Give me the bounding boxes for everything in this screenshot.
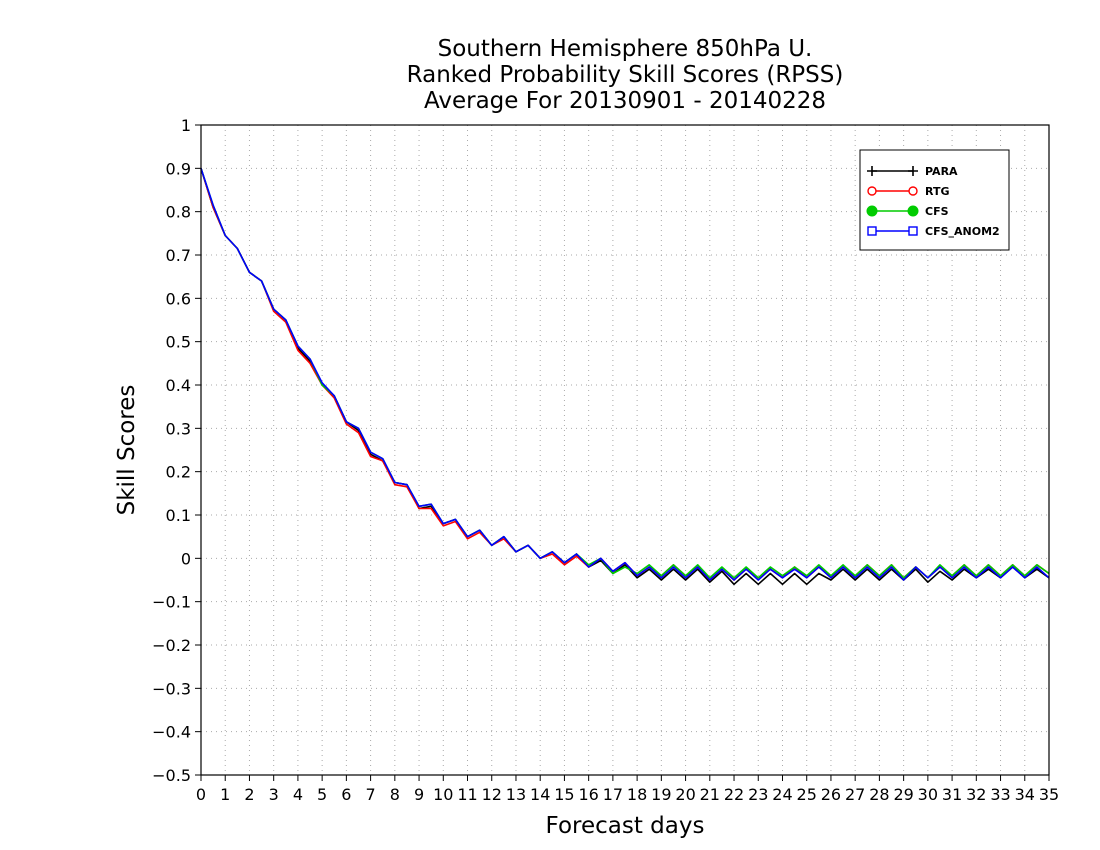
x-tick-label: 25: [797, 785, 817, 804]
x-tick-label: 24: [772, 785, 792, 804]
x-tick-label: 11: [457, 785, 477, 804]
chart-title-line-2: Ranked Probability Skill Scores (RPSS): [406, 62, 844, 88]
legend-marker-cfs-anom2: [908, 226, 918, 236]
y-tick-label: −0.2: [152, 636, 191, 655]
x-tick-label: 4: [293, 785, 303, 804]
x-tick-label: 6: [341, 785, 351, 804]
y-tick-label: 0.7: [166, 246, 191, 265]
x-tick-label: 3: [269, 785, 279, 804]
x-tick-label: 19: [651, 785, 671, 804]
x-tick-label: 29: [893, 785, 913, 804]
y-tick-label: 0.6: [166, 289, 191, 308]
x-tick-label: 1: [220, 785, 230, 804]
x-tick-label: 5: [317, 785, 327, 804]
x-tick-label: 0: [196, 785, 206, 804]
x-tick-label: 27: [845, 785, 865, 804]
y-tick-label: 1: [181, 116, 191, 135]
x-tick-label: 33: [990, 785, 1010, 804]
y-tick-label: 0.9: [166, 159, 191, 178]
x-tick-label: 30: [918, 785, 938, 804]
x-tick-label: 31: [942, 785, 962, 804]
legend-marker-para: [908, 166, 918, 176]
x-tick-label: 23: [748, 785, 768, 804]
legend-marker-rtg: [908, 186, 918, 196]
x-tick-label: 22: [724, 785, 744, 804]
x-tick-label: 12: [482, 785, 502, 804]
legend-marker-cfs: [866, 205, 878, 217]
y-tick-label: −0.3: [152, 679, 191, 698]
legend-label-para: PARA: [925, 165, 958, 178]
x-tick-label: 14: [530, 785, 550, 804]
legend-marker-cfs-anom2: [867, 226, 877, 236]
y-tick-label: −0.1: [152, 593, 191, 612]
legend-label-cfs-anom2: CFS_ANOM2: [925, 225, 1000, 238]
chart-title-line-3: Average For 20130901 - 20140228: [423, 88, 827, 114]
legend-marker-rtg: [867, 186, 877, 196]
x-tick-label: 18: [627, 785, 647, 804]
x-tick-label: 13: [506, 785, 526, 804]
axis-ticks: 0 1 2 3 4 5 6 7 8 9 10 11 12 13 14 15 16 17 18 19 20 21 22 23 24…: [152, 116, 1059, 804]
x-tick-label: 21: [700, 785, 720, 804]
x-tick-label: 8: [390, 785, 400, 804]
y-tick-label: −0.5: [152, 766, 191, 785]
legend-box: [859, 149, 1010, 251]
grid-lines: [201, 125, 1049, 775]
x-tick-label: 32: [966, 785, 986, 804]
y-tick-label: 0.1: [166, 506, 191, 525]
y-tick-label: 0.5: [166, 333, 191, 352]
x-tick-label: 10: [433, 785, 453, 804]
y-tick-label: 0.8: [166, 203, 191, 222]
x-tick-label: 2: [244, 785, 254, 804]
x-tick-label: 9: [414, 785, 424, 804]
plot-frame: [200, 124, 1050, 776]
x-tick-label: 7: [366, 785, 376, 804]
y-tick-label: 0.2: [166, 463, 191, 482]
legend-label-cfs: CFS: [925, 205, 949, 218]
x-tick-label: 17: [603, 785, 623, 804]
legend-marker-cfs: [907, 205, 919, 217]
y-tick-label: 0: [181, 549, 191, 568]
x-tick-label: 28: [869, 785, 889, 804]
x-tick-label: 16: [578, 785, 598, 804]
y-tick-label: 0.3: [166, 419, 191, 438]
series-lines: [200, 168, 1050, 586]
legend: PARA RTG CFS CFS_ANOM2: [859, 149, 1010, 251]
x-tick-label: 34: [1015, 785, 1035, 804]
legend-marker-para: [867, 166, 877, 176]
x-tick-label: 15: [554, 785, 574, 804]
y-axis-label: Skill Scores: [114, 385, 140, 516]
y-tick-label: −0.4: [152, 723, 191, 742]
series-line-cfs-anom2: [200, 168, 1050, 581]
y-tick-label: 0.4: [166, 376, 191, 395]
x-tick-label: 26: [821, 785, 841, 804]
x-tick-label: 20: [675, 785, 695, 804]
x-axis-label: Forecast days: [546, 813, 705, 839]
chart-title-line-1: Southern Hemisphere 850hPa U.: [437, 36, 813, 62]
x-tick-label: 35: [1039, 785, 1059, 804]
legend-label-rtg: RTG: [925, 185, 950, 198]
